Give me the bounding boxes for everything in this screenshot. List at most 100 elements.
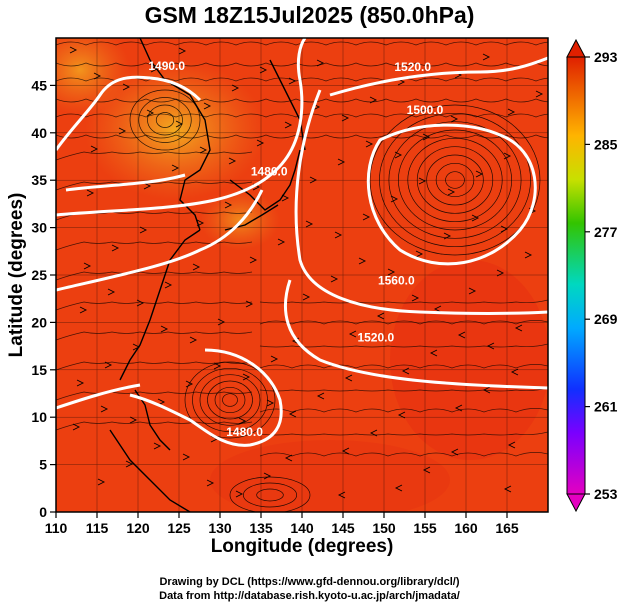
streamline-arrow [288, 77, 297, 85]
streamline-gyre [214, 386, 246, 414]
x-tick-label: 135 [249, 520, 273, 536]
streamline-arrow [235, 490, 244, 498]
height-contours [56, 38, 548, 447]
colorbar-bottom-arrow [566, 493, 586, 513]
streamline-gyre [138, 97, 192, 143]
streamline-arrow [228, 157, 237, 165]
streamline-arrow [245, 300, 254, 308]
streamline-arrow [507, 108, 516, 116]
y-tick-label: 30 [31, 220, 47, 236]
contour-west-south [56, 383, 141, 410]
streamline-arrow [486, 342, 495, 350]
streamline-arrow [330, 275, 339, 283]
streamline-arrow [475, 170, 484, 178]
streamline-arrow [344, 374, 353, 382]
streamline-trade [259, 364, 548, 369]
streamline-trade [259, 320, 548, 325]
streamline-arrow [514, 324, 523, 332]
streamline-arrow [447, 188, 456, 196]
streamline-arrow [411, 294, 420, 302]
streamline-arrow [358, 257, 367, 265]
streamline-arrow [450, 115, 459, 123]
contour-1500 [366, 123, 537, 266]
streamline-gyre [147, 104, 183, 136]
contour-label: 1500.0 [407, 103, 444, 117]
colorbar-label: 261 [594, 399, 618, 415]
streamline-trade [259, 431, 548, 436]
streamline-arrow [79, 306, 88, 314]
streamline-arrow [125, 460, 134, 468]
x-tick-label: 155 [413, 520, 437, 536]
streamline-arrow [164, 281, 173, 289]
streamline-arrow [341, 114, 350, 122]
credit-data: Data from http://database.rish.kyoto-u.a… [159, 590, 460, 602]
streamline-arrow [482, 386, 491, 394]
streamline-gyre [184, 361, 276, 439]
colorbar-body [566, 56, 586, 495]
contour-label: 1480.0 [251, 164, 288, 178]
colorbar-top-arrow [566, 38, 586, 58]
streamline-arrow [182, 453, 191, 461]
grid [56, 38, 548, 512]
x-tick-label: 120 [126, 520, 150, 536]
contour-1490-west [65, 173, 186, 192]
colorbar-label: 253 [594, 486, 618, 502]
contour-1480-typhoon [129, 348, 283, 447]
contour-label: 1490.0 [148, 59, 185, 73]
contour-1520-south [283, 279, 548, 390]
contour-label: 1520.0 [357, 330, 394, 344]
streamline-west [56, 241, 253, 251]
streamline-arrow [93, 72, 102, 80]
streamline-arrow [415, 250, 424, 258]
streamline-arrow [86, 189, 95, 197]
y-tick-label: 15 [31, 362, 47, 378]
streamline-arrow [146, 109, 155, 117]
streamline-trade [259, 387, 548, 392]
x-axis: 110 115 120 125 130 135 140 145 150 155 160 165 [45, 512, 519, 536]
streamline-arrow [394, 151, 403, 159]
streamline-arrow [171, 164, 180, 172]
streamline-arrow [199, 146, 208, 154]
streamline-arrow [503, 485, 512, 493]
streamline-arrow [443, 232, 452, 240]
y-tick-label: 25 [31, 267, 47, 283]
streamline-arrow [433, 305, 442, 313]
streamline-arrow [224, 201, 233, 209]
streamline-arrow [394, 484, 403, 492]
colorbar-label: 277 [594, 224, 618, 240]
streamline-arrow [72, 423, 81, 431]
streamline-arrow [284, 454, 293, 462]
streamline-arrow [249, 256, 258, 264]
streamline-arrow [192, 263, 201, 271]
streamline-arrow [83, 262, 92, 270]
streamline-west [56, 151, 253, 161]
streamline-arrow [270, 355, 279, 363]
y-tick-label: 5 [39, 457, 47, 473]
contour-1520-north [329, 56, 548, 97]
y-tick-label: 10 [31, 409, 47, 425]
streamline-arrow [231, 84, 240, 92]
streamline-arrow [302, 293, 311, 301]
streamline-arrow [185, 380, 194, 388]
streamline-arrow [76, 379, 85, 387]
streamline-arrow [429, 349, 438, 357]
streamline-arrow [503, 152, 512, 160]
streamline-gyre [207, 380, 253, 420]
streamline-arrow [203, 102, 212, 110]
streamline-arrow [482, 53, 491, 61]
streamline-west [56, 421, 253, 431]
contour-1560 [294, 89, 548, 315]
streamline-arrow [468, 287, 477, 295]
y-axis: 0 5 10 15 20 25 30 35 40 45 [31, 77, 56, 520]
colorbar-label: 285 [594, 136, 618, 152]
credit-drawing: Drawing by DCL (https://www.gfd-dennou.o… [159, 576, 460, 588]
streamline-arrow [316, 59, 325, 67]
streamline-westerly [56, 62, 548, 67]
streamline-westerly [56, 77, 548, 82]
y-axis-label: Latitude (degrees) [6, 192, 27, 358]
streamline-arrow [206, 479, 215, 487]
streamline-arrow [139, 226, 148, 234]
streamline-arrow [362, 213, 371, 221]
streamline-arrow [266, 399, 275, 407]
streamline-west [56, 271, 253, 281]
